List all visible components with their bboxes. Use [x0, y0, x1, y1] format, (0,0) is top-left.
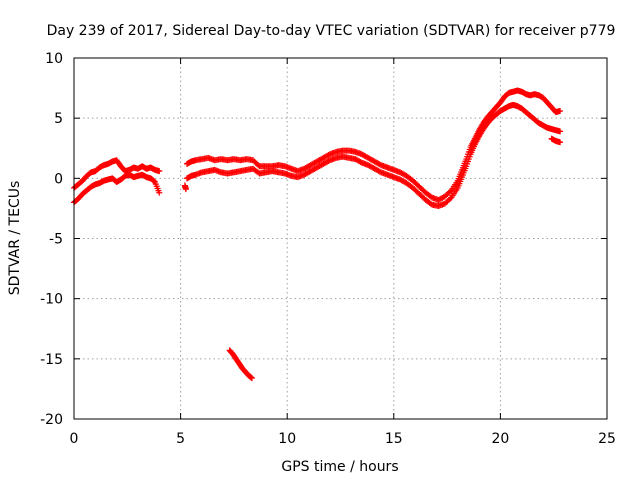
y-axis-label: SDTVAR / TECUs — [7, 181, 23, 296]
data-point — [557, 139, 564, 146]
data-point — [156, 168, 163, 175]
data-series — [71, 87, 564, 382]
x-tick-label: 15 — [385, 431, 403, 447]
data-point — [557, 107, 564, 114]
y-tick-label: 5 — [54, 111, 63, 127]
x-tick-label: 25 — [598, 431, 616, 447]
y-tick-label: 10 — [45, 51, 63, 67]
y-tick-label: 0 — [54, 171, 63, 187]
data-point — [447, 188, 454, 195]
data-point — [447, 195, 454, 202]
series-main-trace-lower — [71, 101, 564, 210]
y-tick-label: -10 — [40, 292, 63, 308]
series-main-trace-upper — [71, 87, 564, 203]
x-tick-label: 20 — [491, 431, 509, 447]
data-point — [249, 375, 256, 382]
grid — [74, 58, 607, 419]
series-late-branch — [548, 135, 564, 146]
x-tick-label: 5 — [176, 431, 185, 447]
chart-title: Day 239 of 2017, Sidereal Day-to-day VTE… — [47, 23, 616, 39]
data-point — [557, 128, 564, 135]
series-outlier-segment — [226, 347, 256, 382]
plot-frame — [73, 57, 608, 420]
data-point — [156, 189, 163, 196]
x-axis-label: GPS time / hours — [281, 459, 398, 475]
series-isolated-points — [181, 182, 189, 193]
x-tick-label: 0 — [70, 431, 79, 447]
y-tick-label: -20 — [40, 412, 63, 428]
x-tick-label: 10 — [278, 431, 296, 447]
data-point — [182, 186, 189, 193]
y-tick-label: -5 — [49, 232, 63, 248]
axis-ticks: 0 5 10 15 20 25 -20 -15 -10 -5 0 5 10 — [40, 51, 616, 447]
y-tick-label: -15 — [40, 352, 63, 368]
